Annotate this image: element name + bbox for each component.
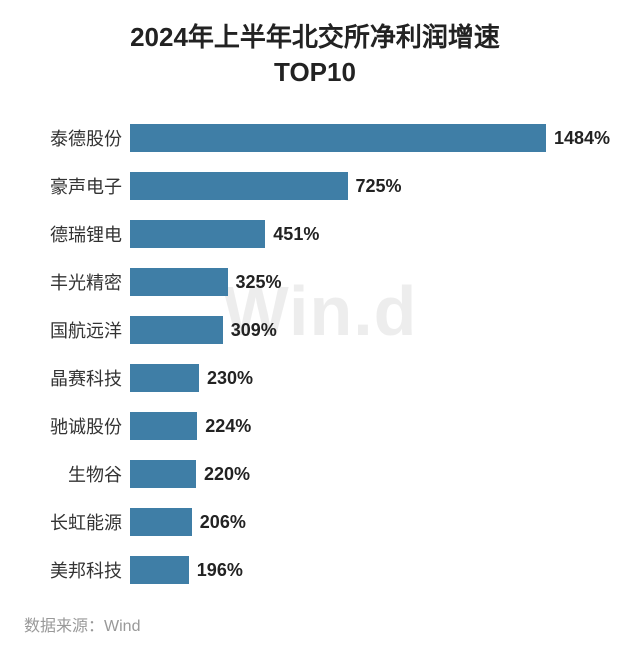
bar-fill	[130, 412, 197, 440]
bar-track: 230%	[130, 354, 610, 402]
bar-category-label: 美邦科技	[20, 557, 130, 583]
bar-track: 224%	[130, 402, 610, 450]
chart-title-line1: 2024年上半年北交所净利润增速	[20, 20, 610, 55]
source-value: Wind	[104, 618, 140, 635]
bar-track: 309%	[130, 306, 610, 354]
bar-category-label: 豪声电子	[20, 173, 130, 199]
bar-category-label: 国航远洋	[20, 317, 130, 343]
bar-fill	[130, 220, 265, 248]
bar-category-label: 晶赛科技	[20, 365, 130, 391]
bar-track: 206%	[130, 498, 610, 546]
bar-track: 325%	[130, 258, 610, 306]
bar-fill	[130, 316, 223, 344]
bar-row: 生物谷 220%	[20, 450, 610, 498]
bar-value-label: 1484%	[554, 128, 610, 149]
bar-row: 晶赛科技 230%	[20, 354, 610, 402]
bar-row: 国航远洋 309%	[20, 306, 610, 354]
bars-area: 泰德股份 1484% 豪声电子 725% 德瑞锂电 451% 丰光精密 325% 国航远洋 309…	[20, 114, 610, 594]
chart-title-line2: TOP10	[20, 55, 610, 90]
bar-row: 美邦科技 196%	[20, 546, 610, 594]
bar-track: 725%	[130, 162, 610, 210]
bar-row: 德瑞锂电 451%	[20, 210, 610, 258]
bar-track: 1484%	[130, 114, 610, 162]
bar-track: 220%	[130, 450, 610, 498]
bar-row: 丰光精密 325%	[20, 258, 610, 306]
bar-value-label: 220%	[204, 464, 250, 485]
bar-fill	[130, 268, 228, 296]
bar-value-label: 451%	[273, 224, 319, 245]
bar-row: 豪声电子 725%	[20, 162, 610, 210]
bar-fill	[130, 124, 546, 152]
bar-category-label: 长虹能源	[20, 509, 130, 535]
bar-category-label: 生物谷	[20, 461, 130, 487]
bar-fill	[130, 460, 196, 488]
bar-row: 驰诚股份 224%	[20, 402, 610, 450]
chart-title: 2024年上半年北交所净利润增速 TOP10	[20, 20, 610, 90]
bar-category-label: 丰光精密	[20, 269, 130, 295]
bar-fill	[130, 172, 348, 200]
bar-row: 长虹能源 206%	[20, 498, 610, 546]
bar-category-label: 驰诚股份	[20, 413, 130, 439]
data-source: 数据来源：Wind	[20, 612, 610, 636]
bar-row: 泰德股份 1484%	[20, 114, 610, 162]
bar-fill	[130, 508, 192, 536]
bar-value-label: 309%	[231, 320, 277, 341]
bar-value-label: 196%	[197, 560, 243, 581]
bar-value-label: 206%	[200, 512, 246, 533]
bar-value-label: 725%	[356, 176, 402, 197]
bar-track: 196%	[130, 546, 610, 594]
bar-category-label: 泰德股份	[20, 125, 130, 151]
bar-value-label: 325%	[236, 272, 282, 293]
bar-fill	[130, 364, 199, 392]
chart-container: 2024年上半年北交所净利润增速 TOP10 Win.d 泰德股份1484%豪声…	[0, 0, 640, 648]
bar-value-label: 230%	[207, 368, 253, 389]
bar-value-label: 224%	[205, 416, 251, 437]
source-label: 数据来源：	[24, 618, 104, 635]
bar-track: 451%	[130, 210, 610, 258]
bar-fill	[130, 556, 189, 584]
bar-category-label: 德瑞锂电	[20, 221, 130, 247]
